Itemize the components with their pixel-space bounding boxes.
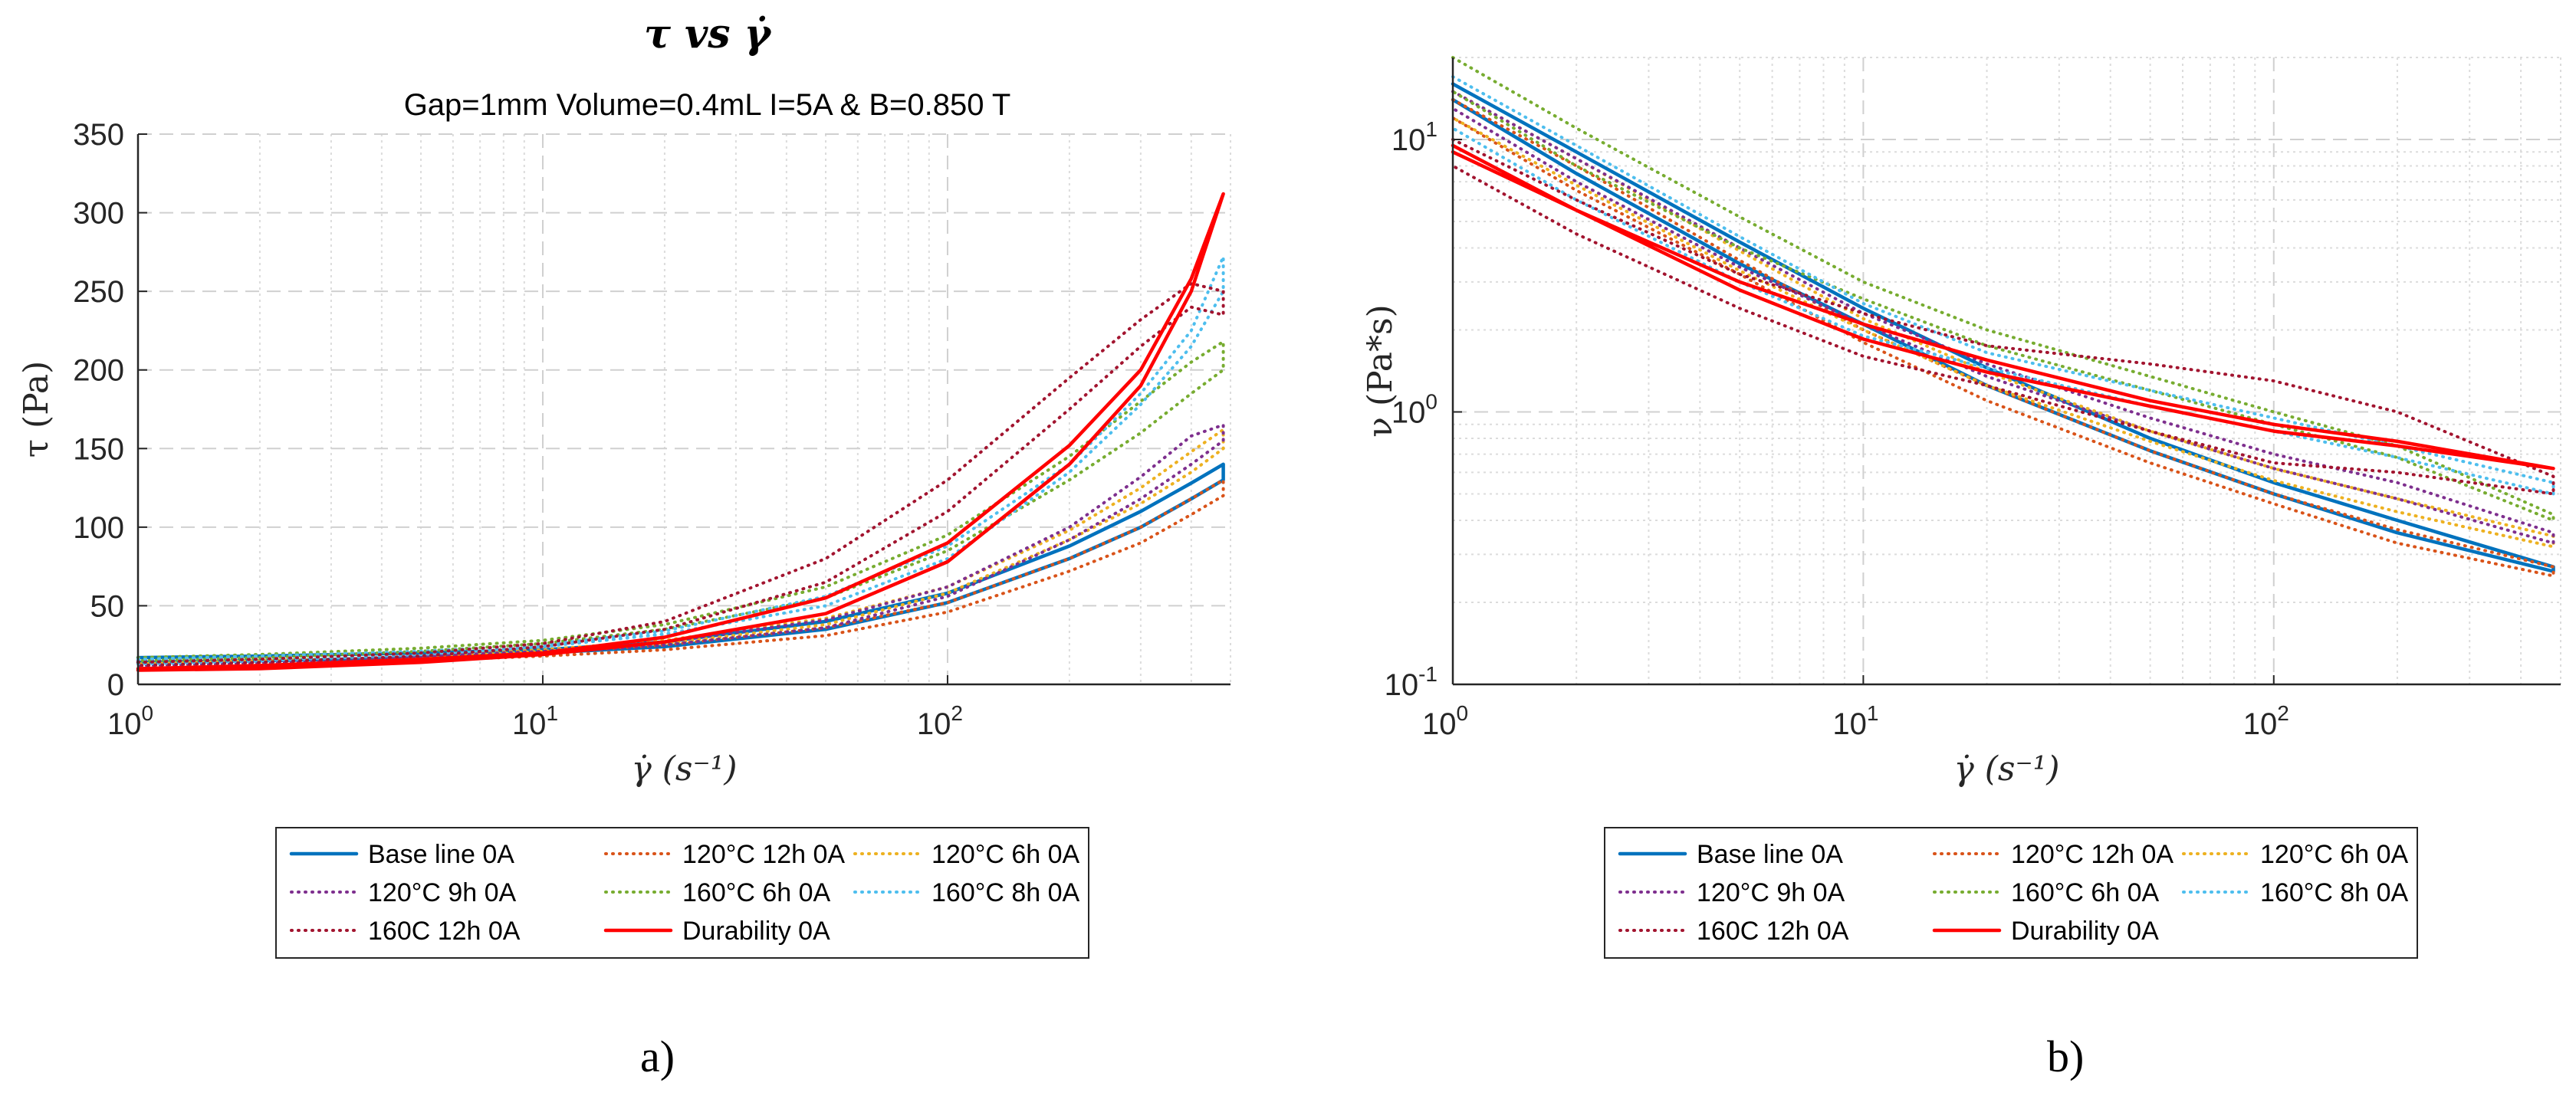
legend-box: [1604, 827, 2418, 959]
series-line-160c-12h-0a: [1451, 138, 2555, 496]
legend-label: 160°C 6h 0A: [682, 878, 830, 907]
y-tick-label: 200: [73, 354, 124, 388]
series-line-120-c-6h-0a: [136, 428, 1225, 666]
legend-label: 120°C 6h 0A: [932, 840, 1079, 869]
series-line-base-line-0a: [1451, 82, 2555, 573]
y-tick-label: 50: [90, 589, 125, 623]
series-line-120-c-9h-0a: [1451, 90, 2555, 545]
series-group: [136, 192, 1225, 672]
series-line-160-c-6h-0a: [1451, 56, 2555, 522]
legend-label: Base line 0A: [368, 840, 514, 869]
chart-subtitle: Gap=1mm Volume=0.4mL I=5A & B=0.850 T: [404, 88, 1011, 122]
legend-label: 120°C 12h 0A: [682, 840, 845, 869]
chart-title: τ vs γ̇: [644, 11, 773, 57]
y-axis-label: τ (Pa): [17, 361, 56, 458]
y-tick-label: 350: [73, 118, 124, 152]
y-tick-label: 250: [73, 275, 124, 309]
y-tick-label: 101: [1392, 117, 1438, 157]
legend-label: 160°C 6h 0A: [2011, 878, 2159, 907]
legend-label: 120°C 6h 0A: [2260, 840, 2408, 869]
series-line-120-c-6h-0a: [1451, 90, 2555, 549]
legend-label: 160C 12h 0A: [368, 917, 521, 946]
legend: Base line 0A 120°C 12h 0A 120°C 6h 0A 120°C…: [275, 827, 1089, 959]
y-tick-label: 100: [73, 511, 124, 545]
y-tick-label: 150: [73, 432, 124, 466]
legend-box: [275, 827, 1089, 959]
x-tick-label: 102: [2243, 701, 2289, 741]
legend-label: 120°C 12h 0A: [2011, 840, 2174, 869]
x-tick-label: 101: [1832, 701, 1878, 741]
legend-label: Durability 0A: [682, 917, 830, 946]
series-line-120-c-12h-0a: [136, 478, 1225, 668]
series-group: [1451, 56, 2555, 578]
legend-label: 160°C 8h 0A: [932, 878, 1079, 907]
x-axis-label: γ̇ (s⁻¹): [631, 750, 737, 789]
series-line-durability-0a: [1451, 143, 2555, 471]
series-line-160c-12h-0a: [136, 281, 1225, 668]
y-tick-label: 100: [1392, 390, 1438, 430]
panel-label-b: b): [2047, 1032, 2085, 1081]
legend-label: 120°C 9h 0A: [368, 878, 516, 907]
legend-label: 160°C 8h 0A: [2260, 878, 2408, 907]
x-tick-label: 100: [107, 701, 153, 741]
series-line-durability-0a: [136, 192, 1225, 672]
grid: [1452, 57, 2561, 685]
x-tick-label: 101: [512, 701, 558, 741]
series-line-120-c-9h-0a: [136, 423, 1225, 668]
y-tick-label: 0: [107, 668, 124, 702]
series-line-120-c-12h-0a: [1451, 98, 2555, 578]
legend-label: 160C 12h 0A: [1697, 917, 1849, 946]
y-axis-label: ν (Pa*s): [1361, 304, 1400, 438]
y-tick-label: 10-1: [1385, 662, 1438, 702]
legend: Base line 0A 120°C 12h 0A 120°C 6h 0A 120°C…: [1604, 827, 2418, 959]
series-line-160-c-6h-0a: [136, 340, 1225, 663]
x-axis-label: γ̇ (s⁻¹): [1953, 750, 2059, 789]
x-tick-label: 102: [917, 701, 963, 741]
legend-label: Base line 0A: [1697, 840, 1843, 869]
legend-label: 120°C 9h 0A: [1697, 878, 1845, 907]
grid: [137, 133, 1231, 685]
chart-a: 100 101 102 0 50 100 150 200 250 300 350 γ̇ (s⁻¹) τ …: [17, 11, 1231, 959]
panel-label-a: a): [640, 1032, 675, 1081]
y-tick-label: 300: [73, 197, 124, 231]
legend-label: Durability 0A: [2011, 917, 2159, 946]
series-line-160-c-8h-0a: [136, 255, 1225, 666]
x-tick-label: 100: [1422, 701, 1468, 741]
